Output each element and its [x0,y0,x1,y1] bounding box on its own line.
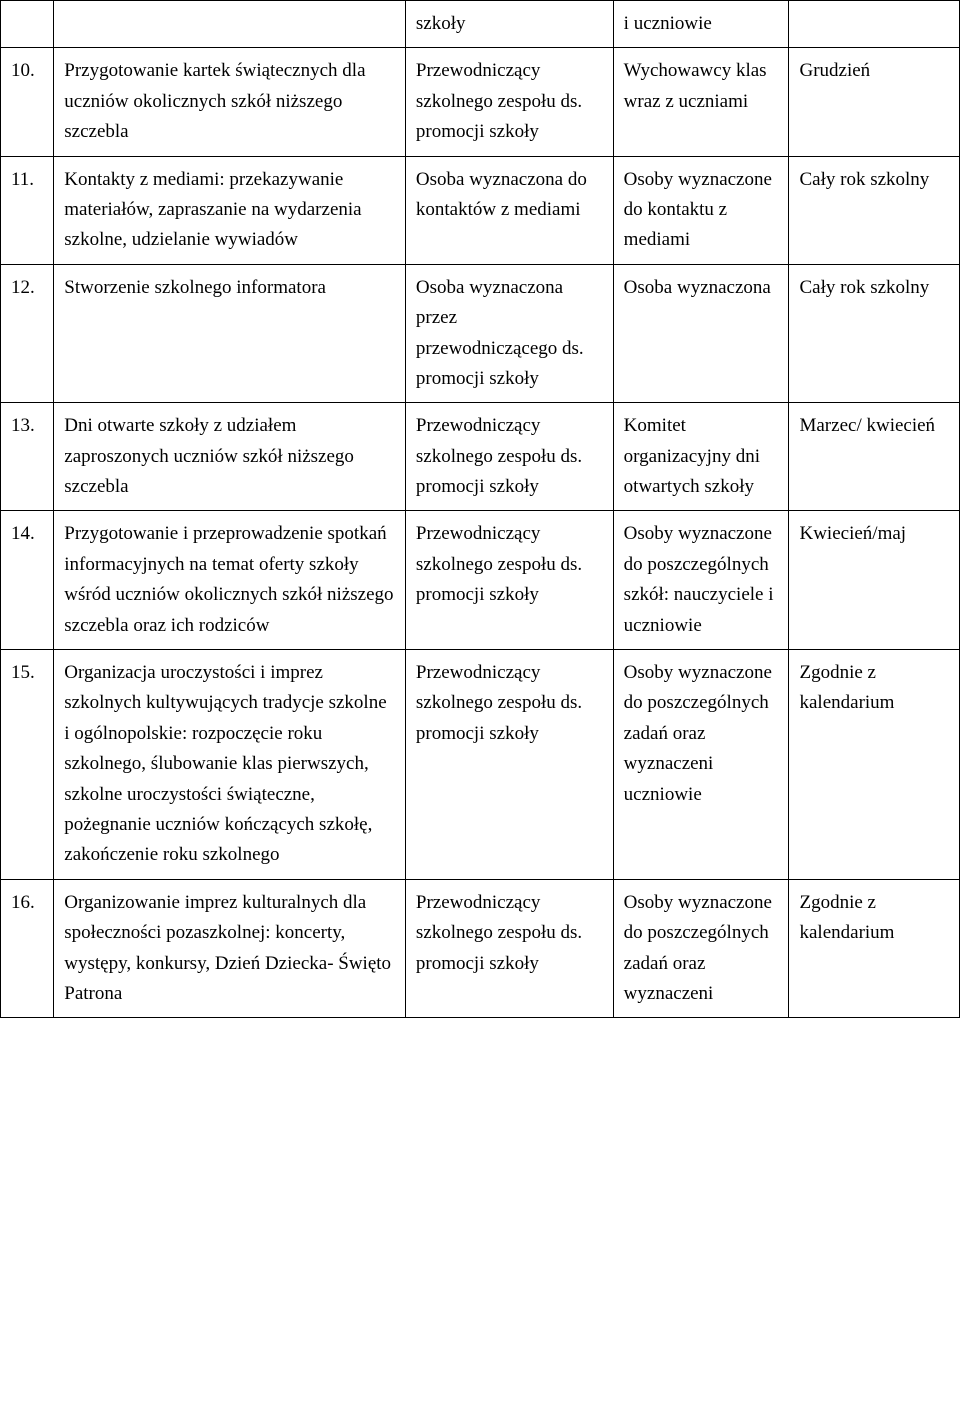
row-date: Cały rok szkolny [789,156,960,264]
row-exec: Osoby wyznaczone do poszczególnych zadań… [613,650,789,880]
row-task: Organizowanie imprez kulturalnych dla sp… [54,879,406,1018]
row-number: 16. [1,879,54,1018]
table-row: 12. Stworzenie szkolnego informatora Oso… [1,264,960,403]
row-person: Przewodniczący szkolnego zespołu ds. pro… [405,403,613,511]
row-date: Marzec/ kwiecień [789,403,960,511]
row-task: Przygotowanie kartek świątecznych dla uc… [54,48,406,156]
table-row: 13. Dni otwarte szkoły z udziałem zapros… [1,403,960,511]
row-person: Osoba wyznaczona do kontaktów z mediami [405,156,613,264]
row-exec: Osoba wyznaczona [613,264,789,403]
table-body: szkoły i uczniowie 10. Przygotowanie kar… [1,1,960,1018]
row-exec: Osoby wyznaczone do kontaktu z mediami [613,156,789,264]
row-date: Cały rok szkolny [789,264,960,403]
row-person: szkoły [405,1,613,48]
row-date: Grudzień [789,48,960,156]
table-row: 16. Organizowanie imprez kulturalnych dl… [1,879,960,1018]
row-number: 13. [1,403,54,511]
row-exec: Komitet organizacyjny dni otwartych szko… [613,403,789,511]
row-exec: Osoby wyznaczone do poszczególnych szkół… [613,511,789,650]
row-number [1,1,54,48]
table-row: szkoły i uczniowie [1,1,960,48]
row-date: Kwiecień/maj [789,511,960,650]
row-task: Stworzenie szkolnego informatora [54,264,406,403]
row-date: Zgodnie z kalendarium [789,650,960,880]
row-task: Przygotowanie i przeprowadzenie spotkań … [54,511,406,650]
row-person: Przewodniczący szkolnego zespołu ds. pro… [405,879,613,1018]
row-task: Kontakty z mediami: przekazywanie materi… [54,156,406,264]
plan-table: szkoły i uczniowie 10. Przygotowanie kar… [0,0,960,1018]
row-date [789,1,960,48]
row-number: 15. [1,650,54,880]
row-task: Organizacja uroczystości i imprez szkoln… [54,650,406,880]
table-row: 15. Organizacja uroczystości i imprez sz… [1,650,960,880]
row-person: Przewodniczący szkolnego zespołu ds. pro… [405,650,613,880]
row-task: Dni otwarte szkoły z udziałem zaproszony… [54,403,406,511]
table-row: 14. Przygotowanie i przeprowadzenie spot… [1,511,960,650]
row-number: 10. [1,48,54,156]
row-date: Zgodnie z kalendarium [789,879,960,1018]
row-person: Przewodniczący szkolnego zespołu ds. pro… [405,511,613,650]
row-task [54,1,406,48]
row-exec: Wychowawcy klas wraz z uczniami [613,48,789,156]
table-row: 11. Kontakty z mediami: przekazywanie ma… [1,156,960,264]
row-person: Osoba wyznaczona przez przewodniczącego … [405,264,613,403]
table-row: 10. Przygotowanie kartek świątecznych dl… [1,48,960,156]
row-person: Przewodniczący szkolnego zespołu ds. pro… [405,48,613,156]
row-number: 11. [1,156,54,264]
row-number: 12. [1,264,54,403]
row-exec: Osoby wyznaczone do poszczególnych zadań… [613,879,789,1018]
row-number: 14. [1,511,54,650]
row-exec: i uczniowie [613,1,789,48]
